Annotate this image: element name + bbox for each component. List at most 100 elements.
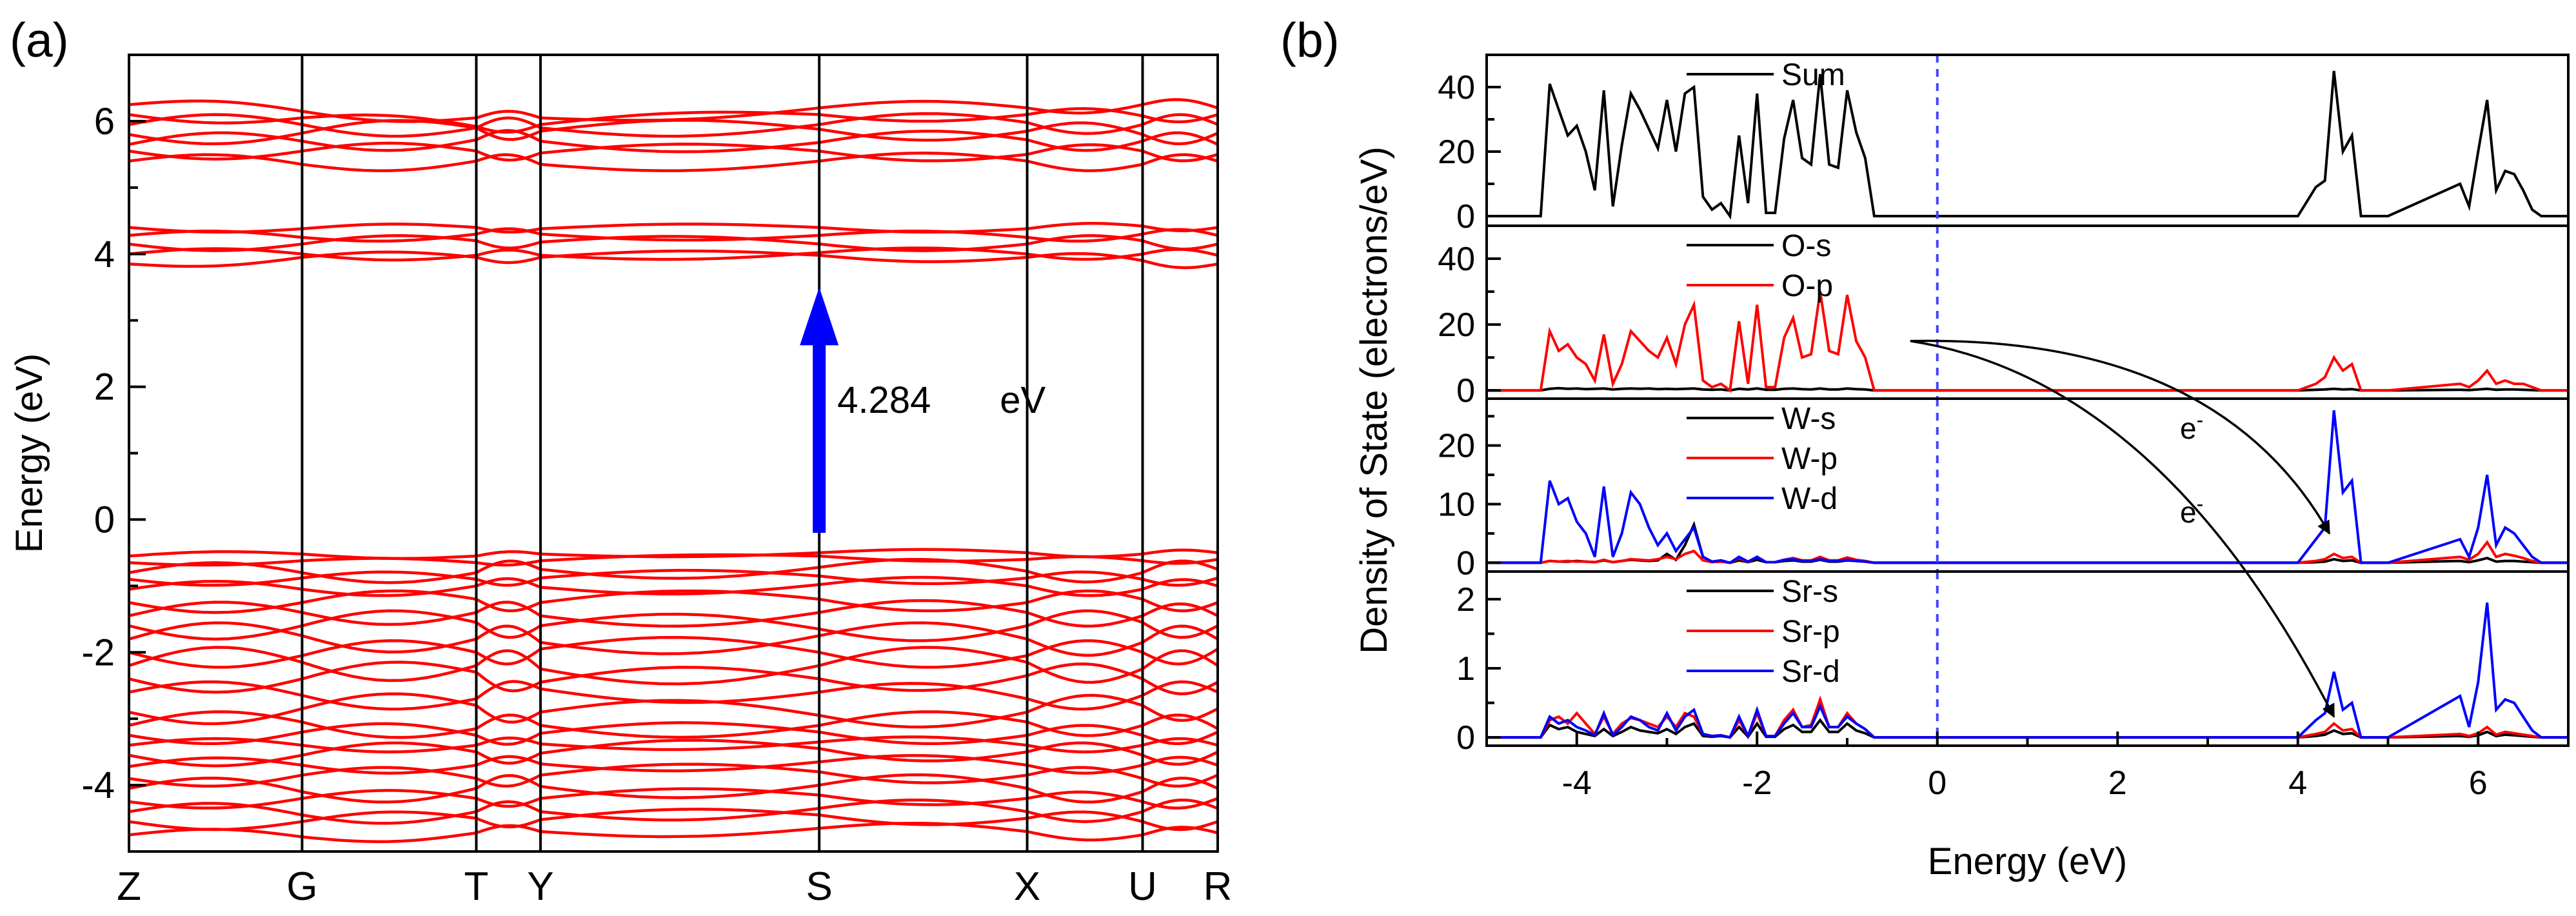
band-line <box>129 753 1218 775</box>
transition-label: e- <box>2180 492 2203 529</box>
dos-subpanel-frame <box>1485 397 2570 573</box>
x-tick-label: 0 <box>1928 764 1947 802</box>
band-line <box>129 568 1218 587</box>
k-point-label: Y <box>527 864 553 909</box>
y-tick-label: 1 <box>1456 650 1475 688</box>
legend-label: Sum <box>1781 58 1845 92</box>
dos-subpanel-frame <box>1485 224 2570 400</box>
y-tick-label: 20 <box>1438 306 1475 344</box>
band-line <box>129 227 1218 243</box>
y-tick-label: 10 <box>1438 486 1475 524</box>
y-tick-label: 4 <box>94 234 115 275</box>
y-tick-label: 2 <box>94 366 115 408</box>
band-line <box>129 762 1218 788</box>
dos-series-line <box>1487 410 2568 564</box>
dos-panel: (b) Density of State (electrons/eV) Ener… <box>1280 13 2570 882</box>
dos-subpanel: 0 1 2 Sr-s Sr-p Sr-d <box>1456 570 2570 757</box>
band-line <box>129 129 1218 154</box>
transition-label: e- <box>2180 408 2203 445</box>
band-line <box>129 112 1218 138</box>
band-line <box>129 621 1218 657</box>
legend-label: O-p <box>1781 269 1833 303</box>
dos-series-line <box>1487 540 2568 564</box>
band-line <box>129 798 1218 825</box>
band-line <box>129 575 1218 597</box>
y-tick-label: 40 <box>1438 241 1475 278</box>
legend-label: Sr-s <box>1781 575 1838 609</box>
legend-label: O-s <box>1781 229 1831 263</box>
band-plot-frame <box>128 54 1219 853</box>
k-point-label: U <box>1128 864 1157 909</box>
dos-x-ticks: -4 -2 0 2 4 6 <box>1485 732 2570 802</box>
dos-subpanels: 0 20 40 Sum 0 20 40 O-s O-p 0 10 20 W-s W-p W-d 0 1 2 Sr-s… <box>1438 54 2570 802</box>
band-line <box>129 599 1218 628</box>
panel-label-a: (a) <box>10 13 69 67</box>
legend-label: W-p <box>1781 442 1838 476</box>
dos-x-axis-label: Energy (eV) <box>1928 841 2127 882</box>
dos-y-axis-label: Density of State (electrons/eV) <box>1353 146 1395 654</box>
k-point-label: X <box>1014 864 1040 909</box>
band-line <box>129 661 1218 695</box>
dos-series-line <box>1487 386 2568 392</box>
band-gap-arrow <box>800 287 839 533</box>
band-line <box>129 557 1218 584</box>
y-tick-label: -4 <box>81 764 115 806</box>
dos-series-line <box>1487 291 2568 393</box>
band-line <box>129 773 1218 804</box>
x-tick-label: -2 <box>1742 764 1772 802</box>
band-gap-unit: eV <box>1000 379 1045 421</box>
band-line <box>129 548 1218 560</box>
panel-label-b: (b) <box>1280 13 1340 67</box>
dos-subpanel: 0 20 40 Sum <box>1438 54 2570 235</box>
x-tick-label: -4 <box>1562 764 1592 802</box>
x-tick-label: 6 <box>2469 764 2488 802</box>
k-point-lines <box>301 55 1144 851</box>
k-point-label: R <box>1204 864 1233 909</box>
legend-label: Sr-d <box>1781 655 1840 689</box>
band-line <box>129 152 1218 172</box>
electron-transition-arrows: e-e- <box>1910 339 2335 718</box>
band-line <box>129 821 1218 843</box>
gap-arrow-head <box>800 287 839 346</box>
legend-label: W-s <box>1781 402 1836 436</box>
y-tick-label: 2 <box>1456 581 1475 619</box>
dos-series-line <box>1487 602 2568 740</box>
band-line <box>129 234 1218 252</box>
dos-series-line <box>1487 70 2568 220</box>
band-line <box>129 553 1218 567</box>
band-line <box>129 735 1218 753</box>
band-line <box>129 589 1218 614</box>
band-gap-value: 4.284 <box>837 379 931 421</box>
transition-arrow <box>1910 339 2331 535</box>
y-tick-label: 0 <box>1456 719 1475 757</box>
transition-arrow <box>1910 339 2335 718</box>
legend-label: W-d <box>1781 482 1838 516</box>
band-line <box>129 680 1218 711</box>
x-tick-label: 4 <box>2288 764 2307 802</box>
band-line <box>129 98 1218 123</box>
y-tick-label: 0 <box>94 499 115 541</box>
k-point-label: Z <box>117 864 141 909</box>
x-tick-label: 2 <box>2108 764 2127 802</box>
band-line <box>129 646 1218 686</box>
dos-subpanel: 0 10 20 W-s W-p W-d <box>1438 397 2570 582</box>
y-tick-label: 20 <box>1438 428 1475 465</box>
band-line <box>129 246 1218 262</box>
y-tick-label: -2 <box>81 632 115 673</box>
band-lines <box>129 98 1218 843</box>
y-tick-label: 0 <box>1456 372 1475 410</box>
band-line <box>129 635 1218 669</box>
k-point-label: G <box>286 864 317 909</box>
y-tick-label: 6 <box>94 101 115 143</box>
y-tick-label: 0 <box>1456 544 1475 582</box>
band-line <box>129 710 1218 739</box>
y-tick-label: 20 <box>1438 134 1475 171</box>
band-y-axis-label: Energy (eV) <box>8 353 50 553</box>
y-tick-label: 40 <box>1438 69 1475 106</box>
dos-subpanel-frame <box>1485 54 2570 227</box>
dos-subpanel-frame <box>1485 570 2570 747</box>
k-point-label: T <box>464 864 489 909</box>
